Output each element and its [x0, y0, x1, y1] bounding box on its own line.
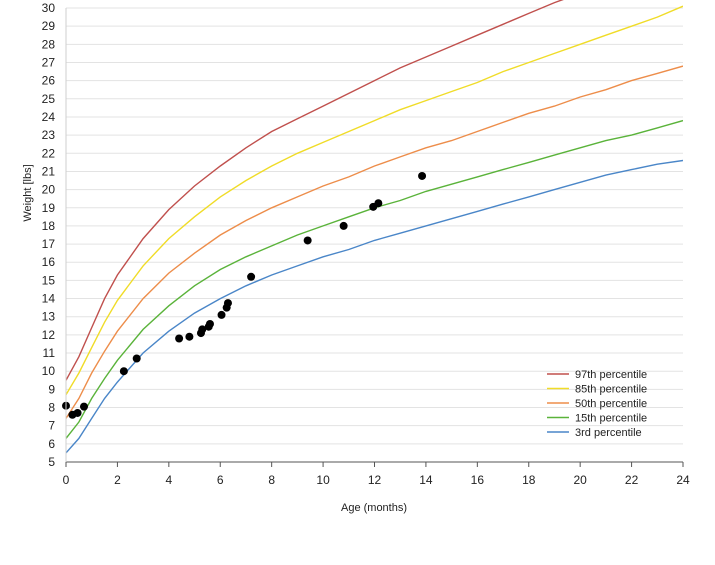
y-tick-label: 27 — [42, 55, 56, 69]
measurement-point — [418, 171, 427, 180]
y-tick-label: 12 — [42, 328, 56, 342]
measurement-point — [339, 221, 348, 230]
x-tick-label: 16 — [471, 473, 485, 487]
x-tick-label: 8 — [268, 473, 275, 487]
y-tick-label: 11 — [43, 346, 56, 360]
y-tick-label: 5 — [48, 455, 55, 469]
y-tick-label: 19 — [42, 201, 56, 215]
x-tick-label: 18 — [522, 473, 536, 487]
x-tick-label: 24 — [676, 473, 690, 487]
y-tick-label: 23 — [42, 128, 56, 142]
y-tick-label: 14 — [42, 292, 56, 306]
x-tick-label: 0 — [63, 473, 70, 487]
data-points — [62, 171, 427, 419]
y-tick-label: 28 — [42, 37, 56, 51]
y-tick-label: 13 — [42, 310, 56, 324]
series-line — [66, 119, 683, 439]
legend-label: 15th percentile — [575, 413, 647, 425]
y-tick-label: 7 — [48, 419, 55, 433]
x-tick-label: 12 — [368, 473, 382, 487]
measurement-point — [79, 402, 88, 411]
x-tick-label: 6 — [217, 473, 224, 487]
axes: 5678910111213141516171819202122232425262… — [42, 1, 690, 487]
series-line — [66, 0, 564, 381]
y-tick-label: 21 — [42, 164, 56, 178]
y-tick-label: 24 — [42, 110, 56, 124]
x-tick-label: 10 — [316, 473, 330, 487]
y-tick-label: 9 — [48, 382, 55, 396]
measurement-point — [374, 199, 383, 208]
measurement-point — [119, 367, 128, 376]
y-tick-label: 18 — [42, 219, 56, 233]
series-lines — [66, 0, 683, 454]
y-tick-label: 22 — [42, 146, 56, 160]
legend-label: 97th percentile — [575, 369, 647, 381]
measurement-point — [175, 334, 184, 343]
series-line — [66, 5, 683, 396]
y-tick-label: 15 — [42, 273, 56, 287]
measurement-point — [185, 332, 194, 341]
y-tick-label: 25 — [42, 92, 56, 106]
y-tick-label: 16 — [42, 255, 56, 269]
measurement-point — [303, 236, 312, 245]
legend-label: 85th percentile — [575, 384, 647, 396]
measurement-point — [205, 319, 214, 328]
y-tick-label: 30 — [42, 1, 56, 15]
y-tick-label: 10 — [42, 364, 56, 378]
y-tick-label: 26 — [42, 74, 56, 88]
legend-label: 50th percentile — [575, 398, 647, 410]
legend: 97th percentile 85th percentile 50th perce… — [547, 369, 647, 439]
legend-label: 3rd percentile — [575, 427, 642, 439]
measurement-point — [73, 408, 82, 417]
x-tick-label: 4 — [165, 473, 172, 487]
x-tick-label: 2 — [114, 473, 121, 487]
y-tick-label: 6 — [48, 437, 55, 451]
measurement-point — [247, 272, 256, 281]
y-tick-label: 17 — [42, 237, 56, 251]
y-tick-label: 29 — [42, 19, 56, 33]
y-tick-label: 20 — [42, 183, 56, 197]
y-axis-title: Weight [lbs] — [22, 164, 34, 221]
x-tick-label: 22 — [625, 473, 639, 487]
measurement-point — [132, 354, 141, 363]
series-line — [66, 65, 683, 419]
x-tick-label: 20 — [573, 473, 587, 487]
x-tick-label: 14 — [419, 473, 433, 487]
x-axis-title: Age (months) — [341, 502, 407, 514]
measurement-point — [217, 310, 226, 319]
measurement-point — [223, 299, 232, 308]
y-tick-label: 8 — [48, 401, 55, 415]
measurement-point — [198, 325, 207, 334]
